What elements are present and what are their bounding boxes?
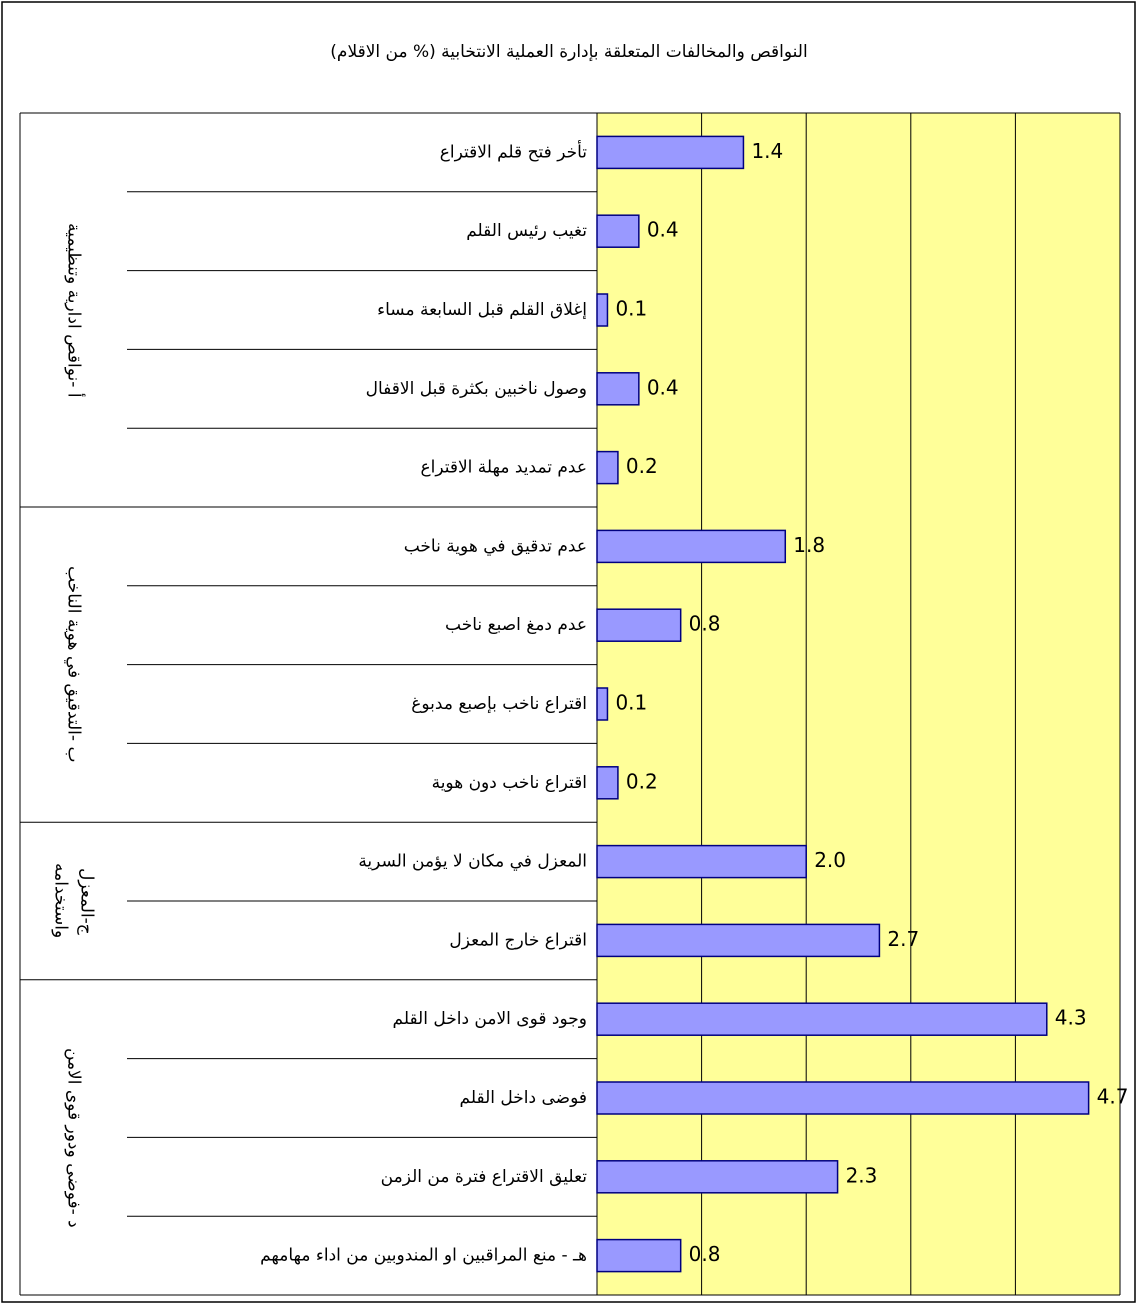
- value-label: 2.0: [814, 848, 846, 872]
- category-label: تغيب رئيس القلم: [466, 221, 587, 241]
- group-label: د -فوضى ودور قوى الامن: [63, 1047, 84, 1228]
- category-label: اقتراع ناخب دون هوية: [432, 773, 587, 793]
- bar: [596, 766, 619, 800]
- bar: [596, 844, 807, 879]
- chart-title: النواقص والمخالفات المتعلقة بإدارة العمل…: [330, 42, 807, 62]
- plot-background: [597, 113, 1120, 1295]
- category-label: عدم تدقيق في هوية ناخب: [404, 536, 587, 556]
- value-label: 1.4: [751, 139, 783, 163]
- bar: [596, 608, 682, 642]
- bar: [596, 923, 881, 958]
- category-label: هـ - منع المراقبين او المندوبين من اداء …: [260, 1246, 587, 1266]
- bar: [596, 214, 640, 248]
- group-label: ب -التدقيق في هوية الناخب: [63, 566, 84, 763]
- bar: [596, 1002, 1048, 1036]
- bar: [596, 687, 609, 721]
- bar: [596, 1160, 839, 1194]
- group-label: أ -نواقص ادارية وتنظيمية: [63, 222, 84, 398]
- category-label: عدم تمديد مهلة الاقتراع: [420, 458, 587, 478]
- value-label: 1.8: [793, 533, 825, 557]
- category-label: تعليق الاقتراع فترة من الزمن: [381, 1167, 588, 1187]
- category-label: فوضى داخل القلم: [460, 1088, 587, 1108]
- value-label: 4.7: [1097, 1085, 1129, 1109]
- bar: [596, 293, 609, 327]
- value-label: 0.2: [626, 769, 658, 793]
- value-label: 0.4: [647, 375, 679, 399]
- value-label: 0.8: [689, 612, 721, 636]
- category-label: المعزل في مكان لا يؤمن السرية: [358, 852, 587, 872]
- category-label: تأخر فتح قلم الاقتراع: [440, 139, 587, 162]
- category-label: وجود قوى الامن داخل القلم: [393, 1009, 588, 1029]
- value-label: 0.2: [626, 454, 658, 478]
- value-label: 0.1: [615, 297, 647, 321]
- bar: [596, 1238, 682, 1273]
- bar: [596, 450, 619, 485]
- category-label: اقتراع ناخب بإصبع مدبوغ: [411, 694, 587, 714]
- value-label: 0.1: [615, 691, 647, 715]
- value-label: 0.8: [689, 1242, 721, 1266]
- bar: [596, 1081, 1090, 1115]
- category-label: عدم دمغ اصبع ناخب: [445, 615, 587, 635]
- value-label: 0.4: [647, 218, 679, 242]
- category-label: وصول ناخبين بكثرة قبل الاقفال: [366, 379, 587, 399]
- value-label: 2.3: [846, 1163, 878, 1187]
- category-label: إغلاق القلم قبل السابعة مساء: [377, 300, 587, 320]
- group-label: ج-المعزل واستخدامه: [50, 863, 97, 939]
- value-label: 4.3: [1055, 1006, 1087, 1030]
- value-label: 2.7: [887, 927, 919, 951]
- bar: [596, 372, 640, 406]
- category-label: اقتراع خارج المعزل: [449, 930, 587, 950]
- bar: [596, 529, 787, 564]
- bar: [596, 135, 745, 170]
